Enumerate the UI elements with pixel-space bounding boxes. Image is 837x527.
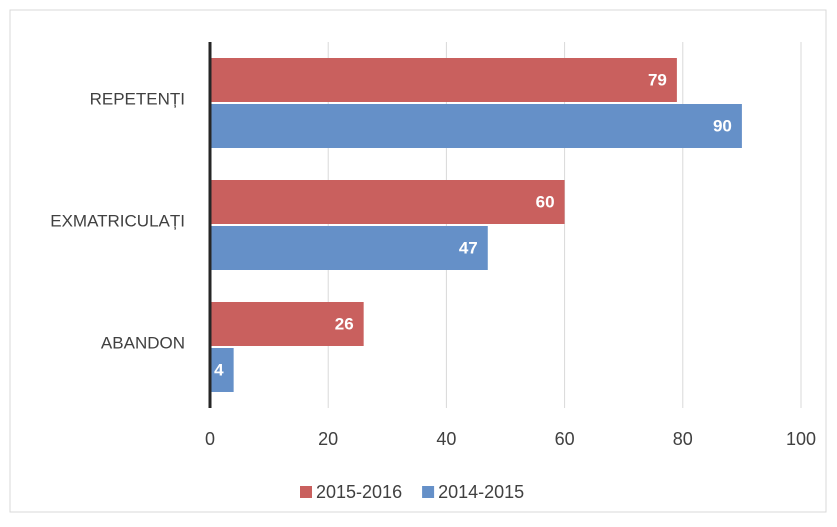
data-label: 26 bbox=[335, 314, 354, 333]
legend-label: 2015-2016 bbox=[316, 482, 402, 502]
data-label: 4 bbox=[214, 360, 224, 379]
y-tick-label: REPETENȚI bbox=[90, 89, 185, 108]
data-label: 90 bbox=[713, 116, 732, 135]
legend-swatch bbox=[300, 486, 312, 498]
y-tick-label: EXMATRICULAȚI bbox=[50, 211, 185, 230]
bar bbox=[210, 348, 234, 392]
bar bbox=[210, 58, 677, 102]
y-tick-label: ABANDON bbox=[101, 333, 185, 352]
data-label: 60 bbox=[536, 192, 555, 211]
legend-label: 2014-2015 bbox=[438, 482, 524, 502]
x-tick-label: 100 bbox=[786, 429, 816, 449]
x-tick-label: 0 bbox=[205, 429, 215, 449]
x-tick-label: 60 bbox=[555, 429, 575, 449]
legend-swatch bbox=[422, 486, 435, 498]
bar bbox=[210, 180, 565, 224]
x-tick-label: 20 bbox=[318, 429, 338, 449]
data-label: 79 bbox=[648, 70, 667, 89]
x-tick-label: 80 bbox=[673, 429, 693, 449]
data-label: 47 bbox=[459, 238, 478, 257]
bar bbox=[210, 302, 364, 346]
bar bbox=[210, 104, 742, 148]
bar bbox=[210, 226, 488, 270]
x-tick-label: 40 bbox=[436, 429, 456, 449]
